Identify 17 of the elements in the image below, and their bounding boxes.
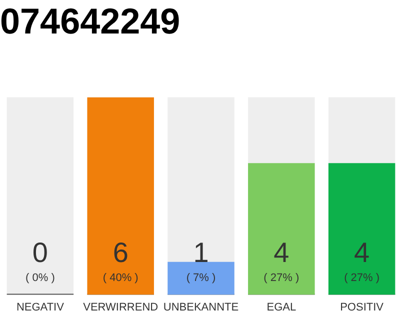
annotation: ( 27% ) [344,272,380,284]
data-label: 4 [354,236,370,268]
annotation: ( 7% ) [186,272,216,284]
annotation: ( 40% ) [102,272,138,284]
data-label: 0 [32,236,48,268]
chart-title: 074642249 [0,0,180,42]
x-tick-label: VERWIRREND [83,301,158,314]
annotation: ( 27% ) [264,272,300,284]
data-label: 6 [112,236,128,268]
data-label: 1 [193,236,209,268]
bar [168,262,234,295]
x-tick-label: EGAL [266,301,296,314]
x-tick-label: UNBEKANNTE [163,301,239,314]
data-label: 4 [274,236,290,268]
x-tick-label: NEGATIV [16,301,65,314]
x-tick-label: POSITIV [340,301,384,314]
annotation: ( 0% ) [26,272,55,284]
